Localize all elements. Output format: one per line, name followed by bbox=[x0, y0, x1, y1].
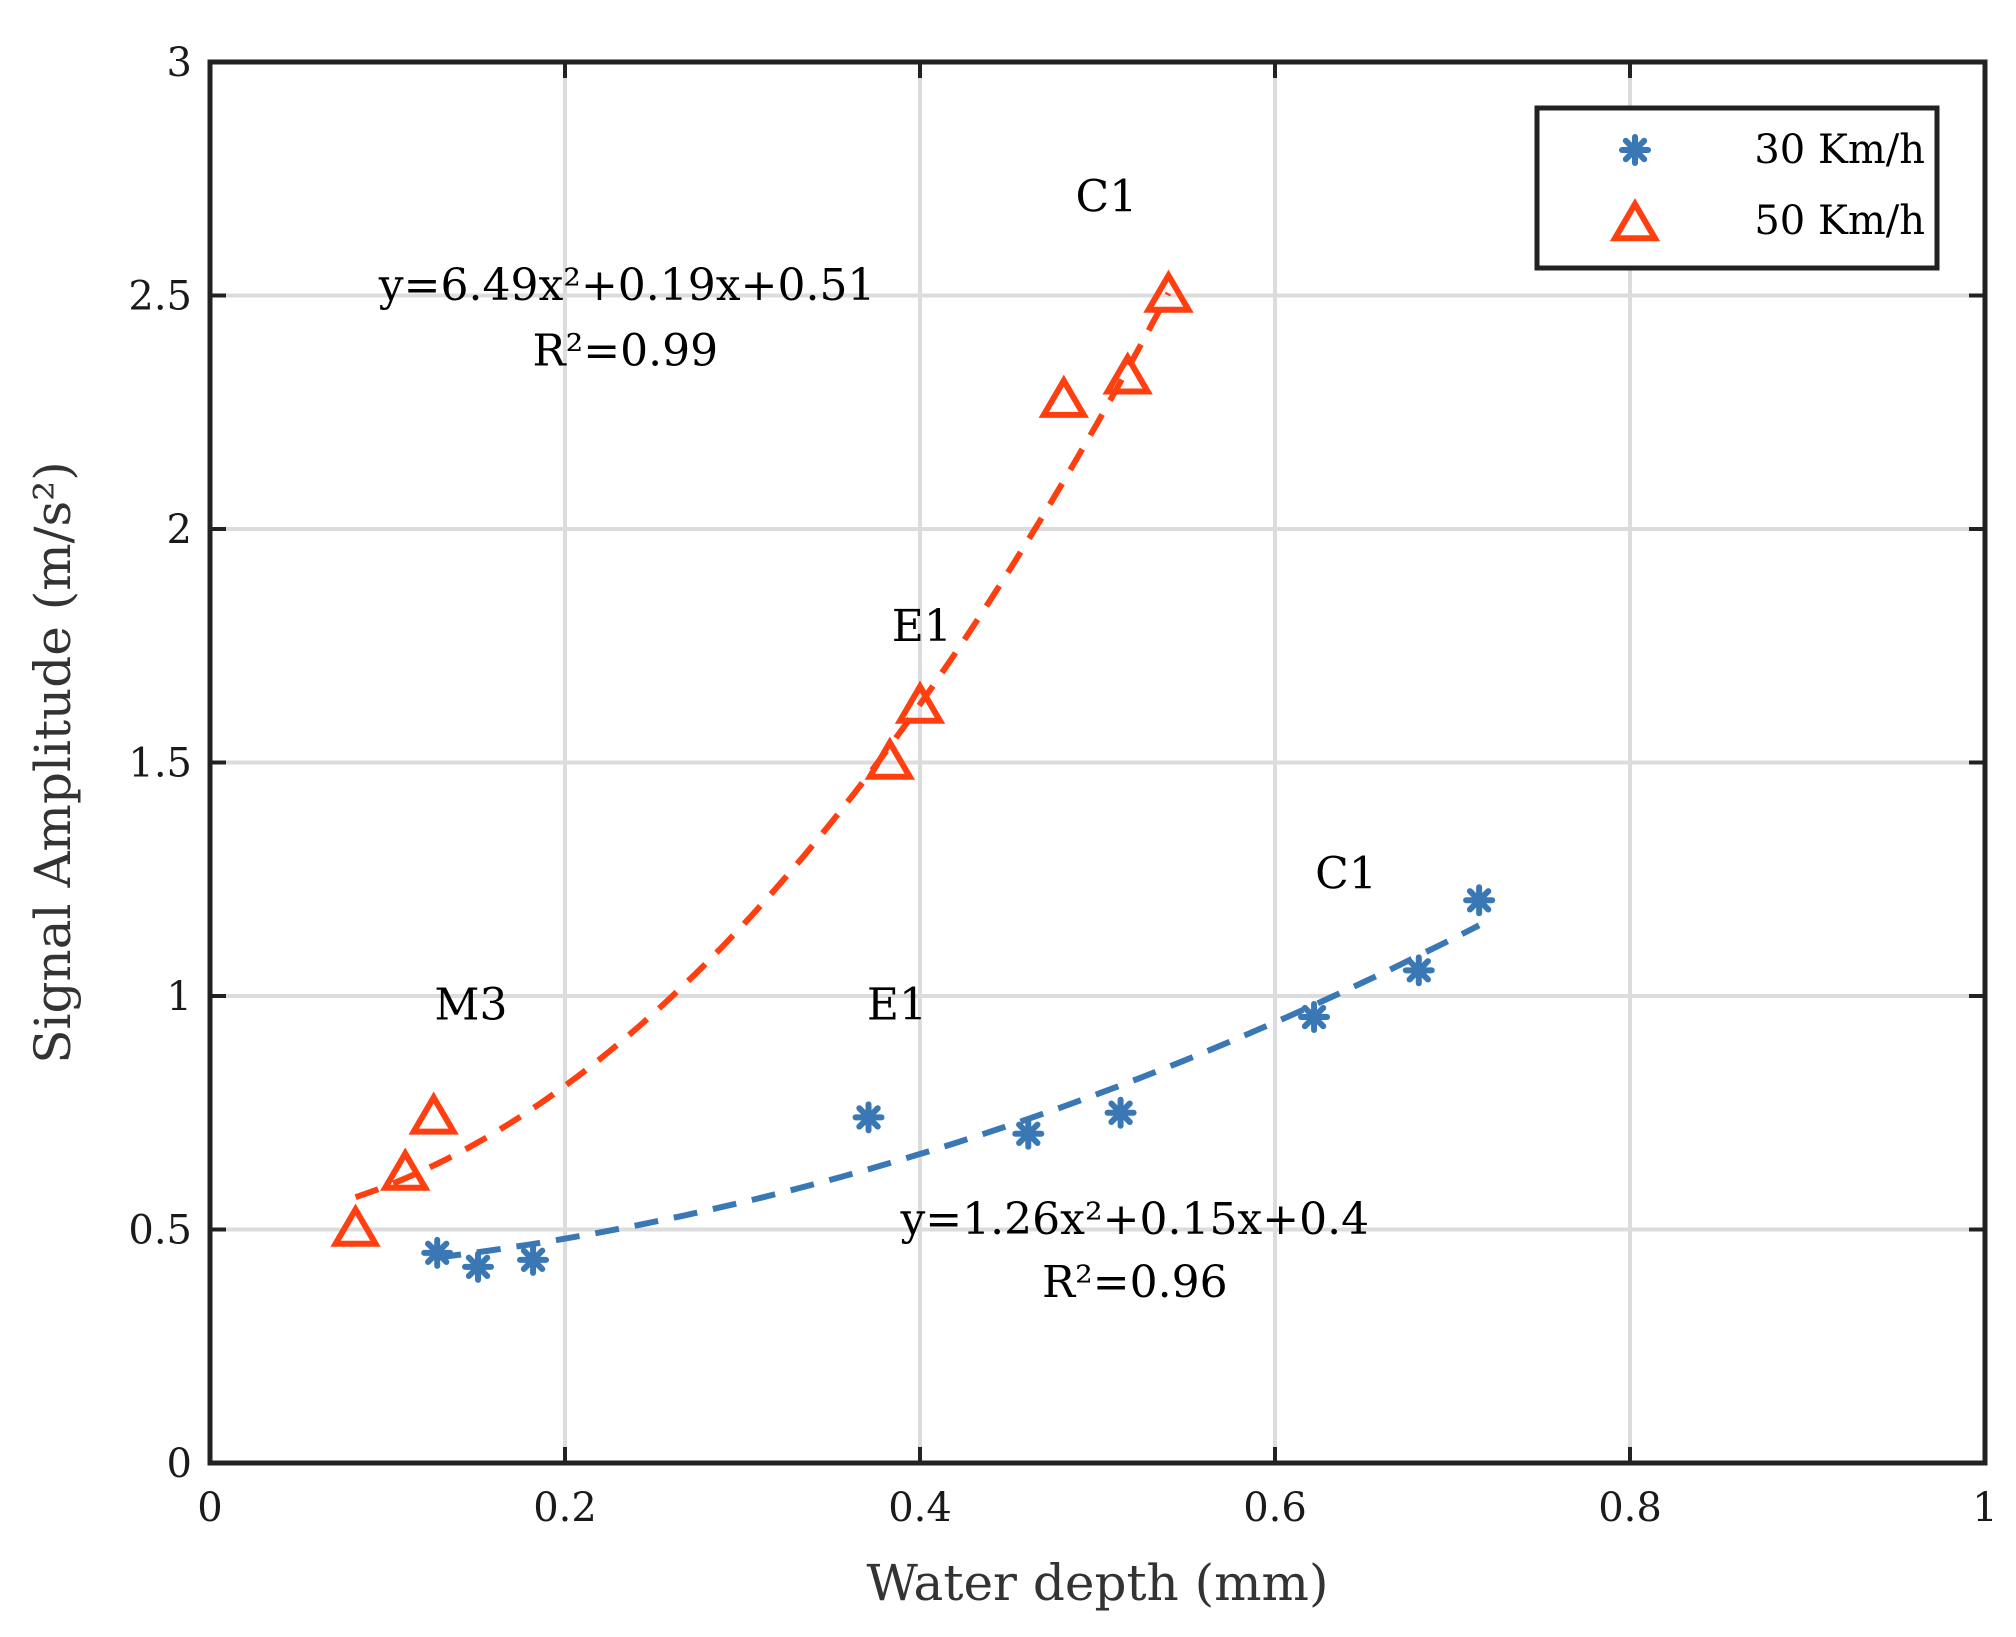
data-point-50kmh bbox=[330, 1203, 381, 1247]
data-point-30kmh bbox=[462, 1250, 495, 1283]
data-point-30kmh bbox=[1104, 1096, 1137, 1129]
data-point-30kmh bbox=[1463, 884, 1496, 917]
grid-lines bbox=[210, 62, 1985, 1463]
y-axis-label: Signal Amplitude (m/s²) bbox=[24, 461, 82, 1063]
annotation-text: y=1.26x²+0.15x+0.4 bbox=[899, 1194, 1369, 1245]
y-tick-label: 0 bbox=[167, 1441, 192, 1487]
legend-marker-50kmh bbox=[1609, 198, 1661, 242]
x-tick-label: 0 bbox=[197, 1485, 222, 1531]
data-point-50kmh bbox=[1143, 269, 1194, 313]
annotation-text: M3 bbox=[434, 979, 507, 1030]
data-points bbox=[330, 269, 1496, 1283]
annotation-text: E1 bbox=[867, 979, 927, 1030]
annotation-text: C1 bbox=[1315, 849, 1377, 900]
y-tick-label: 0.5 bbox=[128, 1208, 192, 1254]
data-point-30kmh bbox=[517, 1243, 550, 1276]
x-tick-label: 0.4 bbox=[888, 1485, 952, 1531]
annotation-text: C1 bbox=[1076, 171, 1138, 222]
x-tick-label: 1 bbox=[1972, 1485, 1997, 1531]
legend-label-50kmh: 50 Km/h bbox=[1754, 198, 1925, 244]
legend: 30 Km/h 50 Km/h bbox=[1534, 105, 1940, 271]
data-point-50kmh bbox=[894, 680, 946, 724]
y-tick-label: 1.5 bbox=[128, 741, 192, 787]
fit-curve-30kmh bbox=[436, 922, 1481, 1261]
fit-curve-50kmh bbox=[354, 291, 1172, 1201]
axis-ticks: 0 0.2 0.4 0.6 0.8 1 0 0.5 1 1.5 2 2.5 3 bbox=[128, 40, 1997, 1531]
legend-box bbox=[1534, 105, 1940, 271]
fit-curves bbox=[354, 291, 1481, 1261]
x-tick-label: 0.8 bbox=[1598, 1485, 1662, 1531]
x-tick-label: 0.2 bbox=[533, 1485, 597, 1531]
y-tick-label: 3 bbox=[167, 40, 192, 86]
legend-marker-30kmh bbox=[1619, 134, 1651, 166]
data-point-50kmh bbox=[380, 1147, 431, 1191]
x-axis-label: Water depth (mm) bbox=[867, 1554, 1329, 1612]
y-tick-label: 2.5 bbox=[128, 274, 192, 320]
y-tick-label: 2 bbox=[167, 507, 192, 553]
annotation-text: E1 bbox=[892, 601, 952, 652]
data-point-30kmh bbox=[852, 1101, 885, 1134]
annotation-text: R²=0.96 bbox=[1042, 1257, 1228, 1308]
legend-asterisk-icon bbox=[1619, 134, 1651, 166]
data-point-50kmh bbox=[408, 1091, 459, 1135]
data-point-30kmh bbox=[1298, 1001, 1331, 1034]
data-point-30kmh bbox=[1402, 954, 1435, 987]
data-point-50kmh bbox=[864, 736, 915, 780]
y-tick-label: 1 bbox=[167, 974, 192, 1020]
data-point-50kmh bbox=[1102, 351, 1153, 395]
data-point-50kmh bbox=[1038, 374, 1089, 418]
annotation-text: R²=0.99 bbox=[533, 326, 719, 377]
x-tick-label: 0.6 bbox=[1243, 1485, 1307, 1531]
data-point-30kmh bbox=[1012, 1117, 1045, 1150]
legend-label-30kmh: 30 Km/h bbox=[1754, 127, 1925, 173]
data-point-30kmh bbox=[421, 1236, 454, 1269]
legend-triangle-icon bbox=[1609, 198, 1661, 242]
annotation-text: y=6.49x²+0.19x+0.51 bbox=[378, 260, 876, 311]
annotations: C1 E1 M3 E1 C1 y=6.49x²+0.19x+0.51 R²=0.99 y=1.… bbox=[378, 171, 1377, 1308]
